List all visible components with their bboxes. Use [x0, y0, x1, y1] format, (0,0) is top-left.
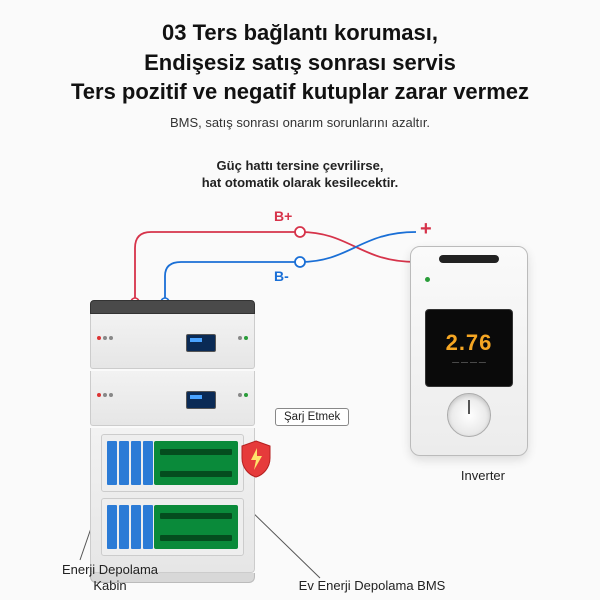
cabin-label-l2: Kabin [93, 578, 126, 593]
storage-cabin-label: Enerji Depolama Kabin [60, 562, 160, 593]
inverter-device: 2.76 — — — — [410, 246, 528, 456]
storage-unit-1 [90, 314, 255, 369]
charge-tag: Şarj Etmek [275, 408, 349, 426]
title-line-1: 03 Ters bağlantı koruması, [162, 20, 438, 45]
wire-b-plus-cross [300, 232, 416, 262]
caption-line-2: hat otomatik olarak kesilecektir. [202, 175, 399, 190]
caption-line-1: Güç hattı tersine çevrilirse, [217, 158, 384, 173]
diagram: B+ B- + − [0, 190, 600, 600]
bms-row-1 [101, 434, 244, 492]
storage-cutaway [90, 428, 255, 573]
bms-row-2 [101, 498, 244, 556]
cabin-label-l1: Enerji Depolama [62, 562, 158, 577]
inverter-screen: 2.76 — — — — [425, 309, 513, 387]
inverter-dial [447, 393, 491, 437]
unit-screen-2 [186, 391, 216, 409]
node-bplus-start [295, 227, 305, 237]
subtitle: BMS, satış sonrası onarım sorunlarını az… [0, 115, 600, 130]
storage-unit-2 [90, 371, 255, 426]
storage-cabinet [90, 300, 255, 583]
b-plus-label: B+ [274, 208, 292, 224]
inverter-reading: 2.76 [446, 330, 493, 356]
diagram-caption: Güç hattı tersine çevrilirse, hat otomat… [0, 158, 600, 192]
header: 03 Ters bağlantı koruması, Endişesiz sat… [0, 0, 600, 130]
plus-sign: + [420, 218, 432, 241]
node-bminus-start [295, 257, 305, 267]
bms-label: Ev Enerji Depolama BMS [282, 578, 462, 593]
wire-b-minus-cross [300, 232, 416, 262]
bms-pcb-1 [154, 441, 238, 485]
title-line-2: Endişesiz satış sonrası servis [144, 50, 456, 75]
inverter-screen-sub: — — — — [452, 359, 486, 366]
title-line-3: Ters pozitif ve negatif kutuplar zarar v… [71, 79, 529, 104]
inverter-slot [439, 255, 499, 263]
inverter-label: Inverter [461, 468, 505, 483]
unit-screen-1 [186, 334, 216, 352]
bms-leader [248, 508, 320, 578]
bms-pcb-2 [154, 505, 238, 549]
storage-top-lid [90, 300, 255, 314]
title: 03 Ters bağlantı koruması, Endişesiz sat… [0, 18, 600, 107]
inverter-led [425, 277, 430, 282]
b-minus-label: B- [274, 268, 289, 284]
shield-icon [240, 440, 272, 478]
wire-b-plus [135, 232, 300, 302]
